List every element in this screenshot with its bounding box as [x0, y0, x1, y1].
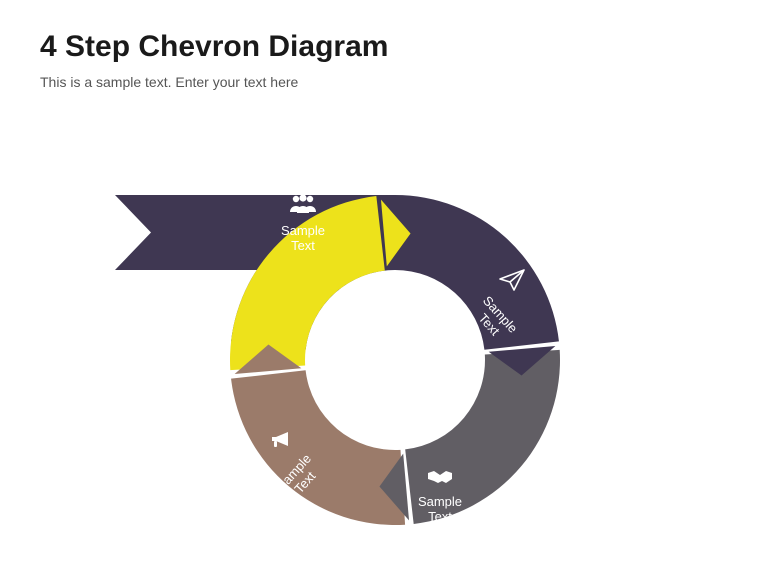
seg-top-label-l2: Text	[291, 238, 315, 253]
segment-arrowhead	[381, 200, 411, 267]
seg-bottom-label-l2: Text	[428, 509, 452, 524]
segment-arrowhead	[489, 346, 556, 376]
people-icon	[288, 190, 318, 220]
handshake-icon	[425, 463, 455, 493]
seg-top-label: Sample Text	[263, 224, 343, 254]
page-title: 4 Step Chevron Diagram	[40, 30, 728, 64]
segment-arrowhead	[235, 344, 302, 374]
paper-plane-icon	[497, 265, 527, 295]
seg-bottom-label-l1: Sample	[418, 494, 462, 509]
page-subtitle: This is a sample text. Enter your text h…	[40, 74, 728, 90]
seg-bottom-label: Sample Text	[400, 495, 480, 525]
megaphone-icon	[267, 425, 297, 455]
seg-top-label-l1: Sample	[281, 223, 325, 238]
